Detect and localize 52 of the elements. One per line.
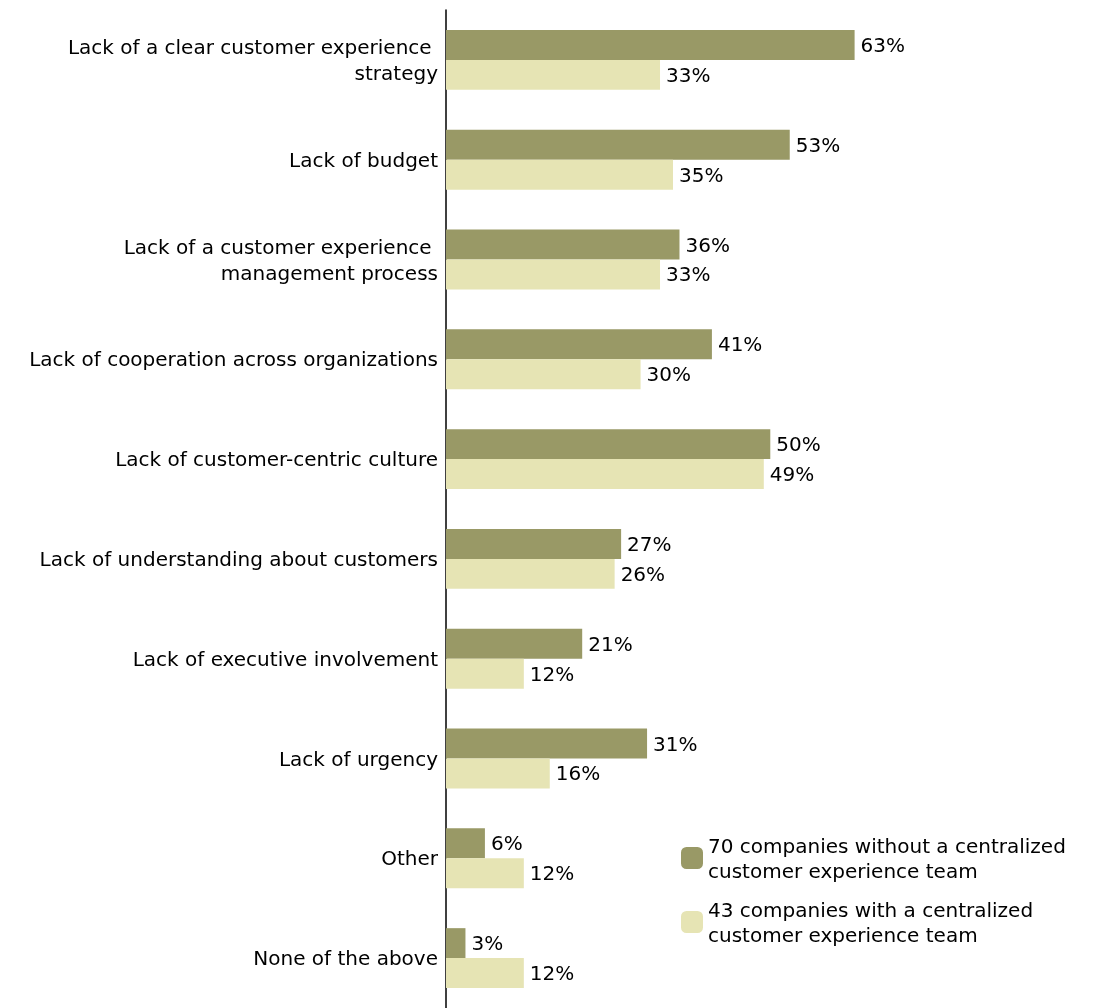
bar bbox=[446, 958, 524, 989]
bar bbox=[446, 858, 524, 889]
bar bbox=[446, 229, 680, 260]
data-label: 53% bbox=[795, 132, 841, 157]
bar bbox=[446, 329, 712, 360]
data-label: 36% bbox=[685, 232, 730, 257]
data-label: 12% bbox=[529, 961, 575, 986]
data-label: 33% bbox=[666, 62, 711, 87]
bar bbox=[446, 758, 550, 789]
data-label: 12% bbox=[529, 861, 575, 886]
y-tick-label: Lack of understanding about customers bbox=[39, 546, 438, 571]
data-label: 50% bbox=[776, 432, 821, 457]
y-tick-label: Lack of cooperation across organizations bbox=[29, 347, 438, 372]
bar bbox=[446, 59, 661, 90]
y-tick-label: Lack of executive involvement bbox=[132, 646, 439, 671]
data-label: 30% bbox=[646, 362, 692, 387]
bar bbox=[446, 928, 466, 959]
bar bbox=[446, 129, 790, 160]
y-tick-label: Lack of budget bbox=[289, 147, 439, 172]
data-label: 6% bbox=[490, 831, 523, 856]
legend-label: 70 companies without a centralized customer experience team bbox=[708, 833, 1073, 883]
y-tick-label: Lack of a customer experience management process bbox=[123, 234, 438, 285]
bar bbox=[446, 558, 615, 589]
data-label: 16% bbox=[555, 761, 601, 786]
bar bbox=[446, 29, 855, 60]
y-tick-label: Other bbox=[381, 846, 439, 871]
data-label: 12% bbox=[529, 661, 575, 686]
y-tick-label: None of the above bbox=[253, 946, 438, 971]
data-label: 26% bbox=[620, 561, 666, 586]
bar bbox=[446, 828, 485, 859]
y-tick-label: Lack of urgency bbox=[278, 746, 439, 771]
data-label: 35% bbox=[679, 162, 724, 187]
bar bbox=[446, 459, 764, 490]
data-label: 27% bbox=[627, 531, 672, 556]
bar bbox=[446, 628, 583, 659]
bar bbox=[446, 159, 673, 190]
data-label: 41% bbox=[717, 332, 763, 357]
data-label: 49% bbox=[769, 462, 815, 487]
data-label: 3% bbox=[471, 931, 504, 956]
bar bbox=[446, 359, 641, 390]
bar bbox=[446, 658, 524, 689]
legend-label: 43 companies with a centralized customer experience team bbox=[708, 897, 1040, 947]
data-label: 21% bbox=[588, 631, 633, 656]
data-label: 31% bbox=[653, 731, 698, 756]
bar bbox=[446, 259, 661, 290]
bar bbox=[446, 429, 771, 460]
y-tick-label: Lack of a clear customer experience strategy bbox=[67, 34, 439, 85]
bar bbox=[446, 528, 622, 559]
bar bbox=[446, 728, 648, 759]
data-label: 63% bbox=[860, 32, 906, 57]
data-label: 33% bbox=[666, 262, 711, 287]
y-tick-label: Lack of customer-centric culture bbox=[115, 447, 438, 472]
